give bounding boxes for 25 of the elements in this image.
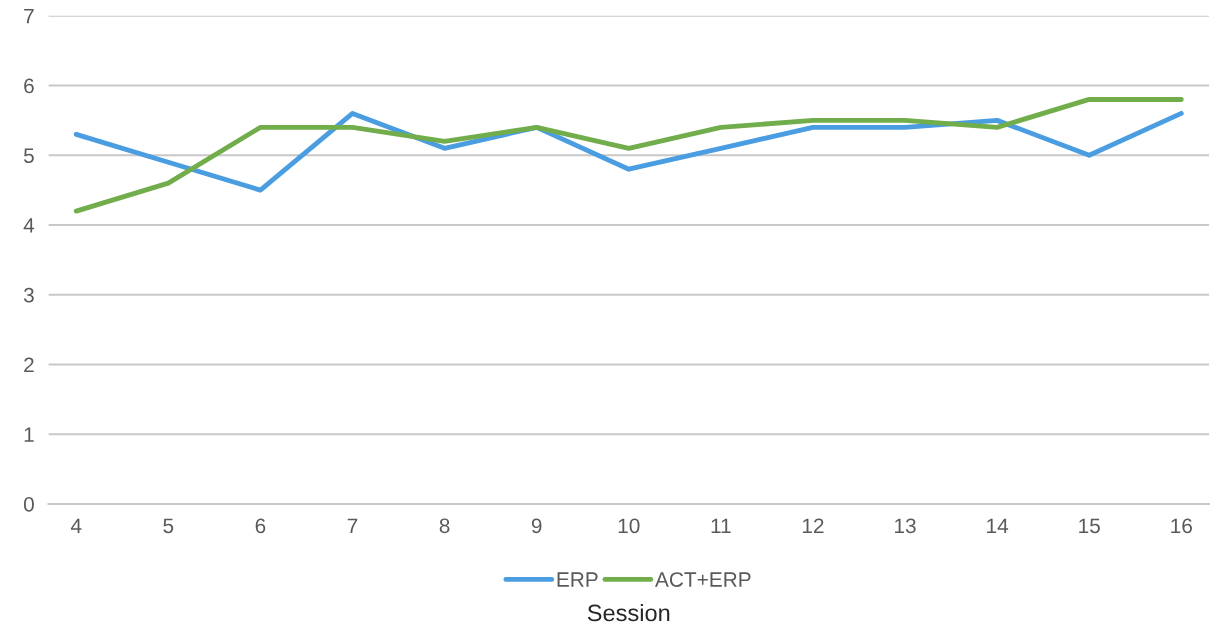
x-axis-title: Session: [587, 603, 670, 622]
x-tick-label: 11: [711, 518, 731, 533]
x-tick-label: 13: [895, 518, 916, 534]
x-tick-label: 14: [987, 518, 1009, 533]
y-tick-label: 1: [24, 427, 34, 442]
y-tick-label: 3: [23, 287, 34, 303]
line-series: [73, 97, 1184, 214]
y-tick-label: 2: [24, 357, 34, 373]
x-tick-label: 8: [439, 518, 450, 534]
x-tick-label: 9: [531, 518, 542, 534]
y-tick-label: 7: [24, 8, 34, 24]
legend-label: ERP: [557, 572, 598, 587]
x-tick-label: 16: [1171, 518, 1192, 534]
legend-label: ACT+ERP: [655, 572, 751, 587]
y-tick-label: 6: [24, 78, 34, 94]
x-tick-label: 4: [70, 518, 82, 533]
y-tick-label: 0: [23, 497, 34, 512]
x-tick-label: 15: [1079, 518, 1100, 534]
y-tick-label: 4: [23, 218, 35, 233]
y-tick-label: 5: [23, 148, 34, 163]
x-tick-label: 10: [618, 518, 640, 534]
x-tick-label: 7: [347, 518, 358, 533]
x-tick-label: 5: [163, 518, 174, 534]
x-tick-label: 12: [802, 518, 824, 533]
x-tick-label: 6: [255, 518, 266, 534]
